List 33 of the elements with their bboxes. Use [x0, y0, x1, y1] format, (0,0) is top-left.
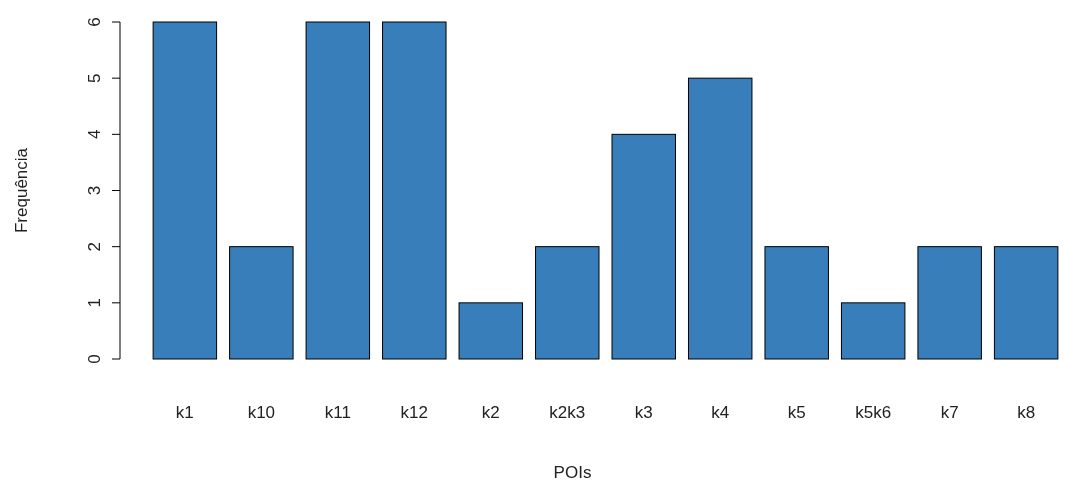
x-tick-label: k5k6: [855, 403, 892, 422]
y-axis-title: Frequência: [12, 147, 31, 234]
x-tick-label: k4: [711, 403, 730, 422]
x-tick-label: k8: [1017, 403, 1036, 422]
y-tick-label: 0: [85, 354, 104, 364]
x-axis-title: POIs: [553, 463, 592, 482]
y-tick-label: 6: [85, 17, 104, 27]
bar: [611, 133, 676, 360]
bar: [382, 21, 447, 360]
x-tick-label: k12: [400, 403, 429, 422]
bar: [993, 246, 1059, 360]
y-tick-label: 1: [85, 298, 104, 308]
x-tick-label: k2k3: [549, 403, 586, 422]
x-tick-label: k5: [787, 403, 806, 422]
bar: [917, 246, 982, 360]
x-tick-label: k3: [634, 403, 653, 422]
x-tick-label: k11: [324, 403, 351, 422]
x-tick-label: k2: [481, 403, 500, 422]
bar: [687, 77, 753, 360]
bar: [229, 246, 294, 360]
y-tick-label: 2: [85, 241, 104, 252]
y-tick-label: 5: [85, 73, 104, 83]
bar: [152, 21, 218, 360]
y-tick-label: 3: [85, 185, 104, 196]
bar: [764, 246, 829, 360]
bar: [305, 21, 371, 360]
x-tick-label: k10: [247, 403, 276, 422]
bar: [458, 302, 524, 360]
x-tick-label: k7: [940, 403, 959, 422]
bar: [840, 302, 906, 360]
y-tick-label: 4: [85, 129, 104, 140]
x-tick-label: k1: [175, 403, 194, 422]
bar: [535, 246, 600, 360]
